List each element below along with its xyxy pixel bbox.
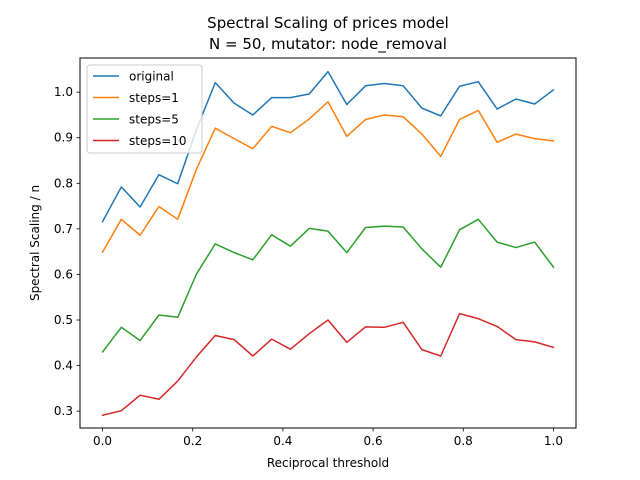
y-tick-label: 0.6 — [54, 267, 73, 281]
y-axis: 0.3 0.4 0.5 0.6 0.7 0.8 0.9 1.0 — [54, 85, 80, 418]
series-line-steps-10 — [101, 312, 555, 417]
y-tick-label: 1.0 — [54, 85, 73, 99]
x-tick-label: 0.0 — [93, 434, 112, 448]
series-line-original — [101, 70, 555, 223]
x-tick-label: 0.4 — [273, 434, 292, 448]
chart-subtitle: N = 50, mutator: node_removal — [209, 35, 447, 54]
y-axis-label: Spectral Scaling / n — [28, 185, 42, 301]
legend-box — [86, 64, 203, 154]
x-tick-label: 0.8 — [454, 434, 473, 448]
legend-label: steps=1 — [129, 91, 179, 105]
x-tick-label: 0.6 — [364, 434, 383, 448]
y-tick-label: 0.8 — [54, 176, 73, 190]
x-tick-label: 0.2 — [183, 434, 202, 448]
legend-label: original — [129, 70, 174, 84]
x-tick-label: 1.0 — [544, 434, 563, 448]
series-line-steps-1 — [101, 100, 555, 254]
y-tick-label: 0.4 — [54, 359, 73, 373]
chart-title: Spectral Scaling of prices model — [207, 14, 449, 32]
series-line-steps-5 — [101, 218, 555, 353]
y-tick-label: 0.9 — [54, 131, 73, 145]
y-tick-label: 0.7 — [54, 222, 73, 236]
legend-label: steps=10 — [129, 134, 187, 148]
legend: original steps=1 steps=5 steps=10 — [86, 64, 203, 154]
x-axis-label: Reciprocal threshold — [267, 456, 389, 470]
y-tick-label: 0.5 — [54, 313, 73, 327]
series-layer — [101, 70, 555, 417]
plot-frame — [79, 57, 577, 429]
y-tick-label: 0.3 — [54, 404, 73, 418]
legend-label: steps=5 — [129, 113, 179, 127]
x-axis: 0.0 0.2 0.4 0.6 0.8 1.0 — [93, 428, 563, 448]
